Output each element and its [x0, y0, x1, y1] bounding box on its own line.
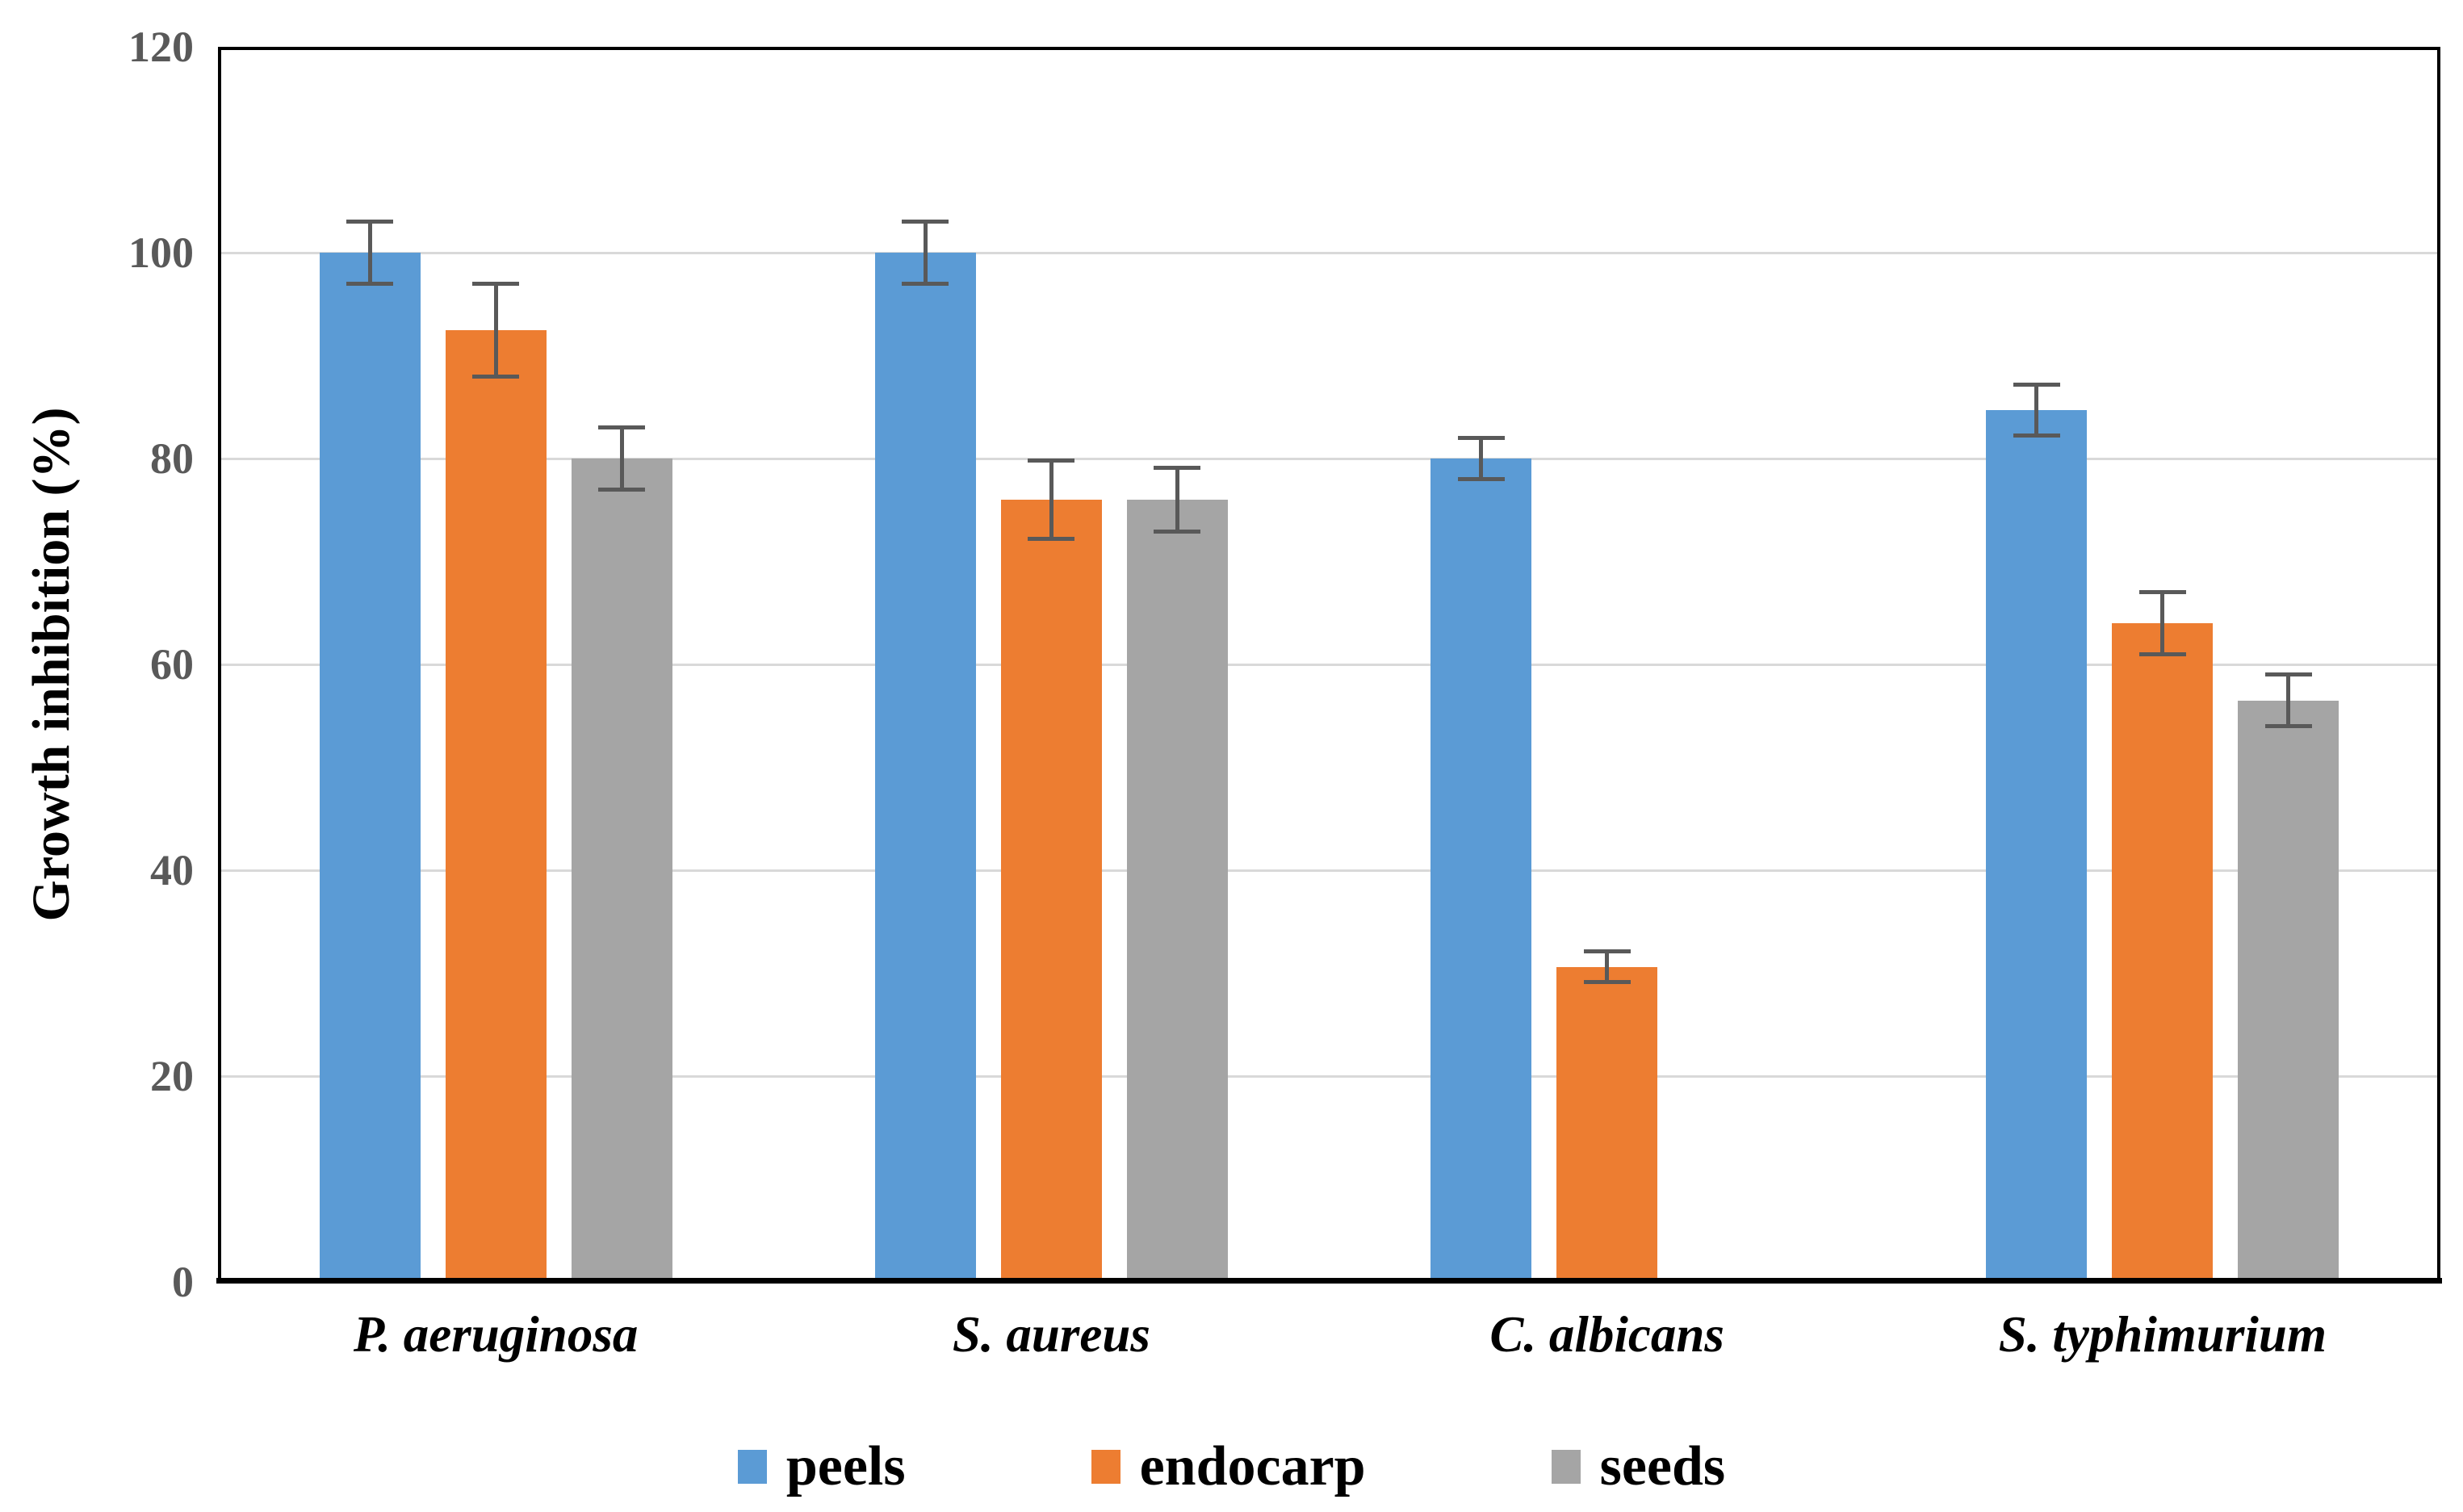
legend-label-peels: peels — [785, 1435, 906, 1497]
error-bar-lower-cap-peels-0 — [346, 281, 394, 286]
bar-peels-1 — [874, 253, 976, 1282]
error-bar-upper-cap-seeds-1 — [1154, 465, 1201, 470]
error-bar-upper-cap-peels-0 — [346, 220, 394, 224]
error-bar-upper-cap-endocarp-0 — [472, 281, 520, 286]
error-bar-upper-cap-peels-1 — [902, 220, 949, 224]
y-tick-label-120: 120 — [128, 23, 194, 71]
error-bar-peels-1 — [923, 221, 928, 284]
legend-swatch-peels — [737, 1450, 767, 1484]
bar-peels-0 — [319, 253, 421, 1282]
bar-seeds-1 — [1126, 500, 1228, 1282]
bar-peels-2 — [1430, 459, 1532, 1282]
legend: peels endocarp seeds — [0, 1439, 2463, 1495]
bar-endocarp-3 — [2112, 623, 2214, 1282]
error-bar-seeds-1 — [1175, 467, 1179, 532]
error-bar-lower-cap-peels-3 — [2013, 433, 2060, 438]
error-bar-lower-cap-seeds-0 — [598, 487, 646, 492]
error-bar-lower-cap-peels-2 — [1457, 477, 1505, 481]
error-bar-seeds-3 — [2286, 674, 2291, 727]
error-bar-peels-2 — [1479, 438, 1484, 480]
legend-item-seeds: seeds — [1551, 1435, 1726, 1497]
error-bar-lower-cap-endocarp-0 — [472, 374, 520, 379]
error-bar-endocarp-3 — [2160, 592, 2165, 655]
y-tick-label-80: 80 — [150, 434, 194, 483]
x-category-label-2: C. albicans — [1489, 1306, 1724, 1363]
error-bar-upper-cap-endocarp-1 — [1028, 459, 1075, 463]
error-bar-seeds-0 — [619, 427, 624, 490]
error-bar-upper-cap-endocarp-3 — [2138, 590, 2186, 595]
y-tick-label-60: 60 — [150, 640, 194, 689]
x-category-label-0: P. aeruginosa — [353, 1306, 639, 1363]
gridline-100 — [221, 251, 2437, 254]
y-tick-label-0: 0 — [172, 1258, 194, 1306]
error-bar-lower-cap-seeds-3 — [2264, 724, 2312, 728]
legend-swatch-seeds — [1551, 1450, 1581, 1484]
error-bar-endocarp-1 — [1049, 460, 1053, 539]
error-bar-lower-cap-endocarp-1 — [1028, 536, 1075, 541]
error-bar-endocarp-2 — [1605, 951, 1610, 982]
error-bar-upper-cap-peels-3 — [2013, 382, 2060, 387]
legend-swatch-endocarp — [1091, 1450, 1120, 1484]
error-bar-peels-0 — [367, 221, 372, 284]
x-category-label-3: S. typhimurium — [1998, 1306, 2327, 1363]
bar-seeds-3 — [2238, 700, 2339, 1282]
gridline-40 — [221, 869, 2437, 872]
error-bar-lower-cap-endocarp-3 — [2138, 651, 2186, 656]
y-tick-label-100: 100 — [128, 228, 194, 277]
legend-item-endocarp: endocarp — [1091, 1439, 1366, 1495]
error-bar-upper-cap-endocarp-2 — [1583, 949, 1631, 954]
error-bar-lower-cap-seeds-1 — [1154, 530, 1201, 534]
error-bar-upper-cap-seeds-3 — [2264, 672, 2312, 677]
bar-endocarp-0 — [445, 329, 547, 1282]
legend-label-endocarp: endocarp — [1139, 1435, 1366, 1497]
gridline-20 — [221, 1074, 2437, 1078]
error-bar-lower-cap-peels-1 — [902, 281, 949, 286]
bar-peels-3 — [1986, 410, 2088, 1282]
bar-endocarp-2 — [1556, 966, 1658, 1282]
y-tick-label-40: 40 — [150, 846, 194, 894]
y-tick-label-20: 20 — [150, 1052, 194, 1100]
gridline-60 — [221, 663, 2437, 666]
bar-endocarp-1 — [1000, 500, 1102, 1282]
x-category-label-1: S. aureus — [952, 1306, 1150, 1363]
error-bar-endocarp-0 — [493, 283, 498, 376]
error-bar-upper-cap-peels-2 — [1457, 436, 1505, 440]
bar-seeds-0 — [571, 459, 672, 1282]
x-axis-line — [216, 1278, 2442, 1284]
error-bar-peels-3 — [2034, 384, 2039, 436]
error-bar-upper-cap-seeds-0 — [598, 425, 646, 430]
gridline-80 — [221, 457, 2437, 460]
legend-label-seeds: seeds — [1599, 1435, 1726, 1497]
error-bar-lower-cap-endocarp-2 — [1583, 980, 1631, 985]
legend-item-peels: peels — [737, 1435, 906, 1497]
